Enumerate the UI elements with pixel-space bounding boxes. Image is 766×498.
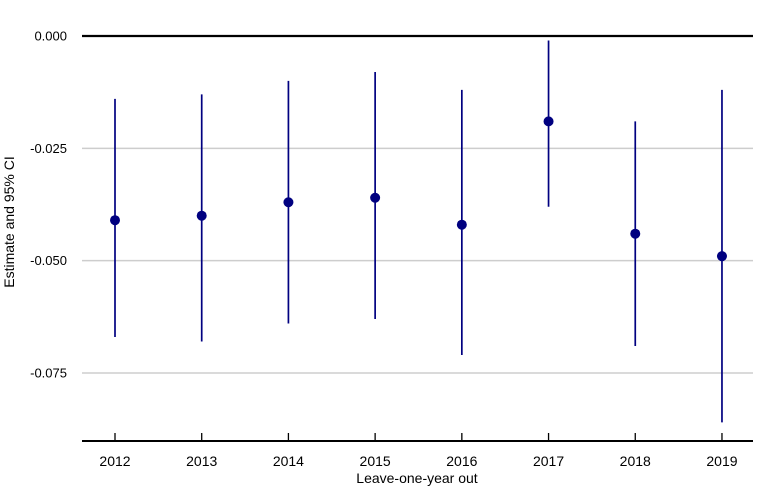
data-point	[370, 192, 381, 203]
y-tick-label: -0.025	[30, 141, 67, 156]
x-tick-label: 2019	[706, 453, 737, 469]
y-tick-label: -0.050	[30, 253, 67, 268]
x-tick-labels: 2012 2013 2014 2015 2016 2017 2018 2019	[99, 453, 737, 469]
x-tick-label: 2014	[273, 453, 304, 469]
x-tick-label: 2016	[446, 453, 477, 469]
gridlines	[82, 34, 753, 374]
y-tick-label: -0.075	[30, 365, 67, 380]
data-point	[716, 251, 727, 262]
data-point	[283, 197, 294, 208]
x-tick-label: 2017	[533, 453, 564, 469]
y-axis-title: Estimate and 95% CI	[1, 156, 17, 288]
x-axis-title: Leave-one-year out	[356, 470, 478, 486]
y-tick-labels: 0.000 -0.025 -0.050 -0.075	[30, 29, 67, 381]
x-axis	[82, 433, 753, 442]
data-points	[110, 116, 727, 262]
data-point	[543, 116, 554, 127]
x-tick-label: 2012	[99, 453, 130, 469]
x-tick-label: 2015	[360, 453, 391, 469]
data-point	[196, 210, 207, 221]
y-tick-label: 0.000	[34, 29, 67, 44]
data-point	[110, 215, 120, 226]
data-point	[456, 219, 467, 230]
x-tick-label: 2013	[186, 453, 217, 469]
x-tick-label: 2018	[620, 453, 651, 469]
data-point	[630, 228, 641, 239]
